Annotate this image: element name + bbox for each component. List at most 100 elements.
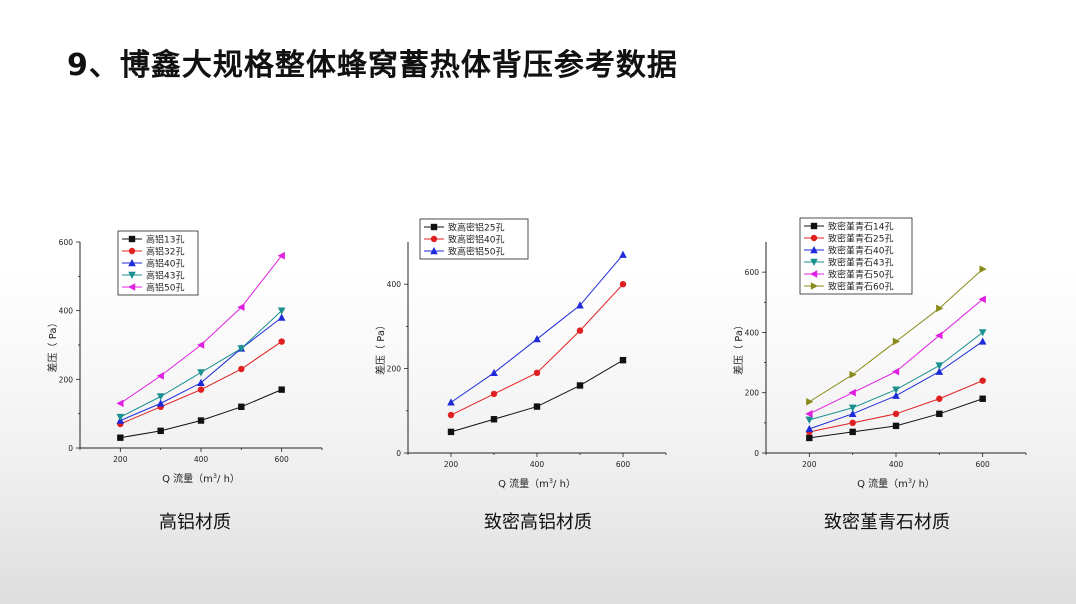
- data-point: [805, 416, 814, 424]
- x-tick-label: 600: [275, 455, 290, 464]
- chart-high-alumina: 200 400 600 0 200 400 600 Q 流量（m3/ h） 差压（ Pa） 高铝1…: [46, 230, 323, 485]
- data-point: [978, 337, 987, 345]
- series-line-2: [450, 254, 624, 403]
- data-point: [197, 386, 205, 393]
- data-point: [576, 301, 584, 309]
- x-tick-label: 200: [444, 460, 459, 469]
- legend-marker: [810, 246, 818, 254]
- data-point: [979, 377, 986, 384]
- legend-marker: [810, 270, 818, 278]
- legend-label: 致密堇青石50孔: [828, 268, 893, 280]
- data-point: [935, 331, 943, 340]
- legend-marker: [128, 247, 136, 255]
- data-point: [619, 356, 627, 364]
- data-point: [979, 395, 986, 402]
- caption-high-alumina: 高铝材质: [159, 512, 231, 533]
- data-point: [805, 424, 814, 433]
- x-axis-label: Q 流量（m3/ h）: [857, 477, 935, 490]
- data-point: [848, 388, 856, 397]
- data-point: [892, 410, 900, 418]
- legend-label: 高铝32孔: [146, 245, 184, 257]
- y-tick-label: 0: [396, 449, 401, 458]
- legend-label: 致密堇青石25孔: [828, 232, 893, 244]
- x-tick-label: 600: [976, 460, 991, 469]
- caption-dense-high-alumina: 致密高铝材质: [484, 512, 592, 533]
- legend-marker: [128, 259, 136, 267]
- data-point: [490, 390, 498, 398]
- data-point: [936, 410, 943, 418]
- data-point: [892, 367, 900, 376]
- series-line-0: [809, 398, 983, 439]
- chart-dense-cordierite: 200 400 600 0 200 400 600 Q 流量（m3/ h） 差压（ Pa） 致密堇…: [732, 217, 1027, 490]
- legend-label: 致密堇青石14孔: [828, 220, 893, 232]
- data-point: [576, 327, 584, 334]
- y-tick-label: 600: [59, 238, 74, 247]
- data-point: [979, 265, 987, 273]
- data-point: [892, 386, 900, 394]
- data-point: [936, 395, 943, 402]
- data-point: [237, 345, 246, 353]
- data-point: [978, 295, 986, 304]
- series-line-1: [450, 283, 624, 416]
- legend-marker: [430, 223, 438, 231]
- series-line-3: [120, 310, 283, 418]
- data-point: [197, 417, 205, 424]
- data-point: [490, 416, 498, 423]
- legend-label: 高铝43孔: [146, 269, 184, 281]
- y-tick-label: 200: [59, 375, 74, 384]
- data-point: [237, 303, 245, 312]
- data-point: [278, 338, 285, 345]
- data-point: [576, 382, 584, 389]
- x-axis-label: Q 流量（m3/ h）: [498, 477, 576, 490]
- data-point: [197, 341, 205, 349]
- chart-dense-high-alumina: 200 400 600 0 200 400 Q 流量（m3/ h） 差压（ Pa） 致高密铝25…: [374, 218, 667, 490]
- legend-marker: [128, 235, 136, 243]
- data-point: [806, 397, 814, 406]
- caption-dense-cordierite: 致密堇青石材质: [824, 512, 950, 533]
- data-point: [533, 369, 541, 377]
- data-point: [156, 399, 165, 407]
- data-point: [978, 329, 987, 337]
- data-point: [533, 403, 541, 410]
- legend-label: 致高密铝25孔: [448, 221, 504, 233]
- data-point: [619, 250, 627, 258]
- data-point: [619, 281, 627, 288]
- legend-label: 高铝13孔: [146, 233, 184, 245]
- data-point: [116, 399, 124, 408]
- y-tick-label: 400: [59, 307, 74, 316]
- data-point: [197, 369, 205, 377]
- x-tick-label: 400: [530, 460, 545, 469]
- data-point: [806, 434, 813, 442]
- data-point: [447, 411, 455, 419]
- data-point: [848, 409, 857, 418]
- data-point: [892, 337, 900, 346]
- legend-label: 致密堇青石60孔: [828, 280, 893, 292]
- legend-label: 致高密铝40孔: [448, 233, 504, 245]
- data-point: [238, 365, 245, 373]
- legend-marker: [810, 282, 818, 290]
- data-point: [935, 367, 944, 375]
- data-point: [447, 398, 455, 406]
- series-line-3: [809, 332, 983, 421]
- y-tick-label: 600: [745, 268, 760, 277]
- data-point: [278, 386, 285, 393]
- data-point: [117, 434, 124, 441]
- data-point: [849, 370, 857, 379]
- data-point: [156, 372, 164, 380]
- legend-marker: [128, 271, 136, 279]
- legend-marker: [810, 234, 818, 242]
- y-axis-label: 差压（ Pa）: [374, 320, 387, 375]
- data-point: [533, 335, 541, 343]
- x-tick-label: 400: [194, 455, 209, 464]
- data-point: [447, 428, 455, 436]
- data-point: [936, 304, 944, 313]
- data-point: [156, 393, 165, 401]
- y-tick-label: 0: [68, 444, 73, 453]
- page-title: 9、博鑫大规格整体蜂窝蓄热体背压参考数据: [67, 48, 678, 83]
- y-tick-label: 400: [387, 280, 402, 289]
- x-tick-label: 200: [802, 460, 817, 469]
- legend-label: 致密堇青石43孔: [828, 256, 893, 268]
- legend-marker: [128, 283, 136, 291]
- data-point: [277, 251, 285, 260]
- y-axis-label: 差压（ Pa）: [732, 320, 745, 375]
